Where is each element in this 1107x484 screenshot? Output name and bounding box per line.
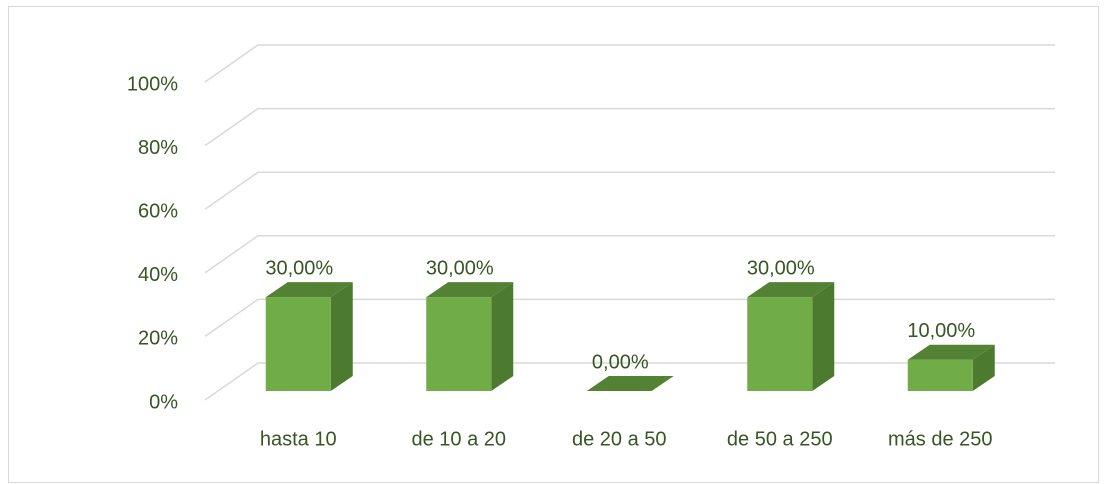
y-tick-label: 80% bbox=[138, 137, 178, 159]
x-tick-label: de 20 a 50 bbox=[572, 428, 667, 450]
bar-top bbox=[586, 376, 674, 391]
grid-line bbox=[204, 44, 1055, 83]
bar-top bbox=[265, 282, 353, 298]
bar-top bbox=[747, 282, 835, 298]
value-label: 30,00% bbox=[265, 257, 333, 279]
grid-line bbox=[204, 107, 1055, 147]
y-tick-label: 0% bbox=[149, 391, 178, 413]
value-label: 30,00% bbox=[747, 257, 815, 279]
value-label: 30,00% bbox=[426, 257, 494, 279]
value-label: 10,00% bbox=[907, 320, 975, 342]
y-tick-label: 100% bbox=[127, 73, 178, 95]
bar-side bbox=[330, 282, 353, 391]
y-tick-label: 40% bbox=[138, 264, 178, 286]
bar bbox=[907, 344, 995, 391]
grid-line bbox=[204, 171, 1055, 210]
chart-frame bbox=[8, 6, 1099, 483]
bar-front bbox=[747, 297, 813, 391]
value-label: 0,00% bbox=[592, 351, 649, 373]
bar-top bbox=[907, 344, 995, 360]
x-tick-label: hasta 10 bbox=[260, 428, 337, 450]
x-tick-label: de 10 a 20 bbox=[411, 428, 506, 450]
bar bbox=[426, 282, 514, 391]
grid-line bbox=[204, 235, 1055, 274]
bar bbox=[747, 282, 835, 391]
bar-front bbox=[907, 359, 973, 391]
bar-side bbox=[972, 344, 995, 391]
y-tick-label: 60% bbox=[138, 200, 178, 222]
bar bbox=[586, 376, 674, 391]
x-tick-label: de 50 a 250 bbox=[727, 428, 833, 450]
bar-side bbox=[491, 282, 514, 391]
bar-front bbox=[265, 297, 331, 391]
bar-front bbox=[426, 297, 492, 391]
bar-top bbox=[426, 282, 514, 298]
y-tick-label: 20% bbox=[138, 328, 178, 350]
bar-side bbox=[812, 282, 835, 391]
x-tick-label: más de 250 bbox=[888, 428, 993, 450]
bar bbox=[265, 282, 353, 391]
